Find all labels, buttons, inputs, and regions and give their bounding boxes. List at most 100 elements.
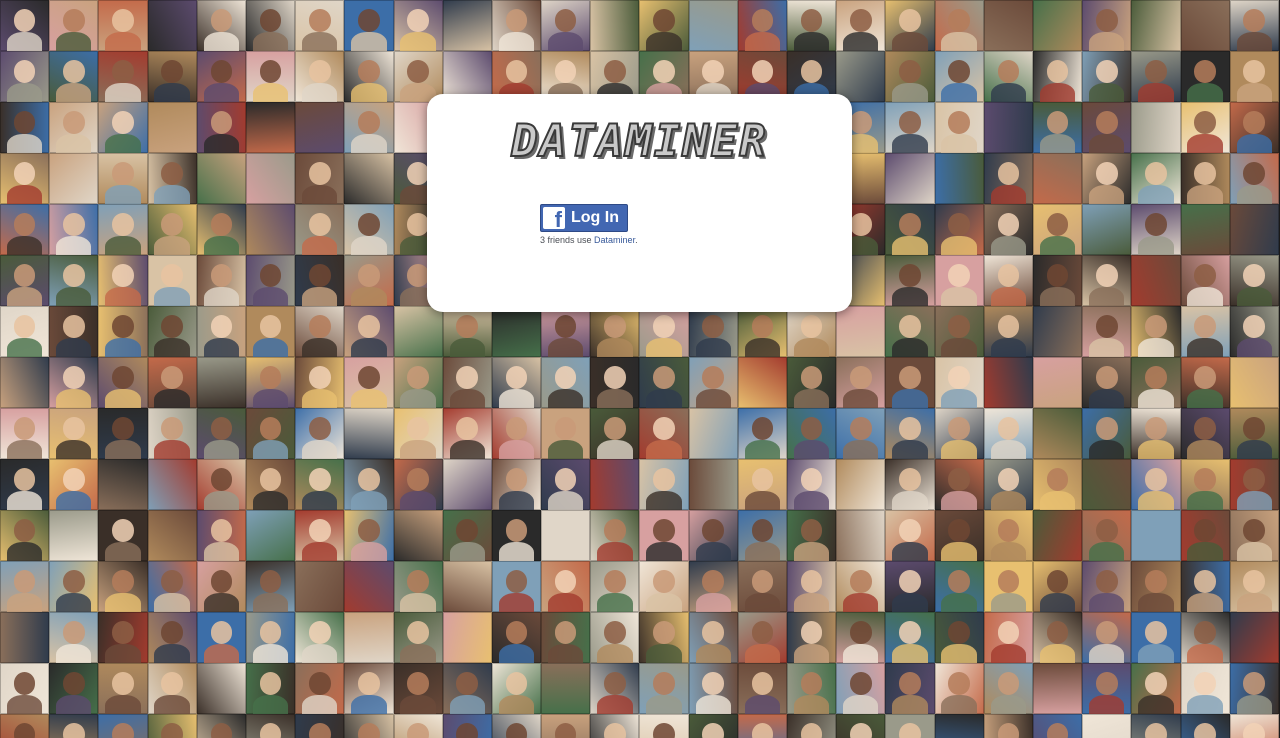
profile-photo-tile <box>491 561 542 612</box>
profile-photo-tile <box>836 51 886 102</box>
profile-photo-tile <box>934 612 984 663</box>
profile-photo-tile <box>541 0 591 51</box>
profile-photo-tile <box>1131 459 1181 510</box>
profile-photo-tile <box>934 204 984 255</box>
profile-photo-tile <box>1180 408 1230 459</box>
profile-photo-tile <box>934 357 984 408</box>
profile-photo-tile <box>885 510 935 561</box>
profile-photo-tile <box>344 510 394 561</box>
profile-photo-tile <box>688 357 738 408</box>
profile-photo-tile <box>983 357 1033 408</box>
profile-photo-tile <box>344 102 394 153</box>
profile-photo-tile <box>295 306 345 357</box>
profile-photo-tile <box>147 663 197 714</box>
profile-photo-tile <box>196 510 246 561</box>
profile-photo-tile <box>1032 102 1083 153</box>
profile-photo-tile <box>737 510 787 561</box>
profile-photo-tile <box>49 663 99 714</box>
profile-photo-tile <box>787 612 837 663</box>
profile-photo-tile <box>245 510 296 561</box>
profile-photo-tile <box>49 306 99 357</box>
profile-photo-tile <box>295 663 345 714</box>
profile-photo-tile <box>491 714 542 738</box>
profile-photo-tile <box>590 357 640 408</box>
profile-photo-tile <box>1131 51 1181 102</box>
profile-photo-tile <box>639 408 689 459</box>
profile-photo-tile <box>836 408 886 459</box>
profile-photo-tile <box>147 204 197 255</box>
profile-photo-tile <box>1032 510 1083 561</box>
profile-photo-tile <box>344 612 394 663</box>
profile-photo-tile <box>787 663 837 714</box>
profile-photo-tile <box>590 663 640 714</box>
profile-photo-tile <box>787 459 837 510</box>
profile-photo-tile <box>1032 306 1083 357</box>
profile-photo-tile <box>541 612 591 663</box>
profile-photo-tile <box>1229 612 1279 663</box>
profile-photo-tile <box>885 204 935 255</box>
profile-photo-tile <box>885 51 935 102</box>
profile-photo-tile <box>934 459 984 510</box>
profile-photo-tile <box>442 459 492 510</box>
profile-photo-tile <box>393 357 443 408</box>
profile-photo-tile <box>344 51 394 102</box>
profile-photo-tile <box>688 306 738 357</box>
profile-photo-tile <box>639 0 689 51</box>
profile-photo-tile <box>836 306 886 357</box>
profile-photo-tile <box>737 663 787 714</box>
profile-photo-tile <box>245 561 296 612</box>
profile-photo-tile <box>983 408 1033 459</box>
profile-photo-tile <box>541 357 591 408</box>
profile-photo-tile <box>787 408 837 459</box>
profile-photo-tile <box>737 306 787 357</box>
profile-photo-tile <box>639 612 689 663</box>
profile-photo-tile <box>1229 153 1279 204</box>
profile-photo-tile <box>1032 561 1083 612</box>
profile-photo-tile <box>688 561 738 612</box>
profile-photo-tile <box>1032 153 1083 204</box>
profile-photo-tile <box>49 102 99 153</box>
profile-photo-tile <box>590 408 640 459</box>
profile-photo-tile <box>393 459 443 510</box>
profile-photo-tile <box>196 51 246 102</box>
profile-photo-tile <box>98 408 148 459</box>
profile-photo-tile <box>541 459 591 510</box>
profile-photo-tile <box>541 306 591 357</box>
profile-photo-tile <box>1032 408 1083 459</box>
profile-photo-tile <box>245 102 296 153</box>
profile-photo-tile <box>1082 663 1132 714</box>
profile-photo-tile <box>1082 612 1132 663</box>
profile-photo-tile <box>196 612 246 663</box>
facebook-login-button[interactable]: f Log In <box>540 204 628 232</box>
profile-photo-tile <box>1131 561 1181 612</box>
profile-photo-tile <box>393 510 443 561</box>
profile-photo-tile <box>393 663 443 714</box>
profile-photo-tile <box>147 255 197 306</box>
profile-photo-tile <box>98 510 148 561</box>
profile-photo-tile <box>885 663 935 714</box>
profile-photo-tile <box>787 0 837 51</box>
profile-photo-tile <box>245 51 296 102</box>
profile-photo-tile <box>1082 408 1132 459</box>
profile-photo-tile <box>393 561 443 612</box>
dataminer-app-link[interactable]: Dataminer <box>594 235 636 245</box>
profile-photo-tile <box>0 306 50 357</box>
profile-photo-tile <box>147 153 197 204</box>
profile-photo-tile <box>344 408 394 459</box>
profile-photo-tile <box>885 102 935 153</box>
profile-photo-tile <box>1082 102 1132 153</box>
profile-photo-tile <box>983 561 1033 612</box>
profile-photo-tile <box>98 612 148 663</box>
profile-photo-tile <box>983 663 1033 714</box>
profile-photo-tile <box>639 357 689 408</box>
profile-photo-tile <box>442 357 492 408</box>
profile-photo-tile <box>983 612 1033 663</box>
profile-photo-tile <box>1229 714 1279 738</box>
profile-photo-tile <box>147 0 197 51</box>
profile-photo-tile <box>344 561 394 612</box>
profile-photo-tile <box>934 255 984 306</box>
profile-photo-tile <box>1131 510 1181 561</box>
profile-photo-tile <box>1180 612 1230 663</box>
profile-photo-tile <box>934 510 984 561</box>
profile-photo-tile <box>0 612 50 663</box>
